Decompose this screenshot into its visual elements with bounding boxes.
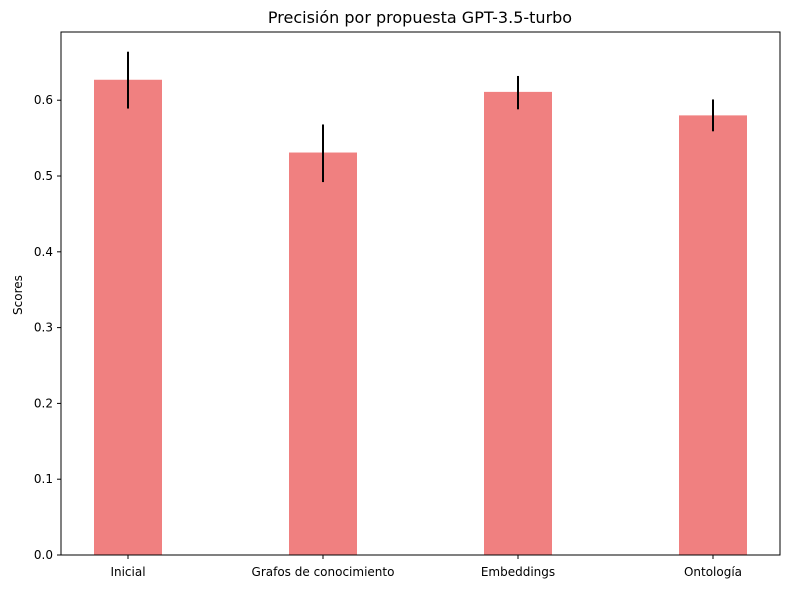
- y-axis-label: Scores: [11, 275, 25, 315]
- y-tick-label-3: 0.3: [34, 321, 53, 335]
- chart-title: Precisión por propuesta GPT-3.5-turbo: [268, 8, 572, 27]
- bar-1: [289, 152, 357, 555]
- bar-3: [679, 115, 747, 556]
- x-tick-label-1: Grafos de conocimiento: [252, 565, 395, 579]
- error-bars-layer: [127, 51, 714, 183]
- y-axis-ticks: 0.0 0.1 0.2 0.3 0.4 0.5 0.6: [34, 93, 61, 562]
- y-tick-label-4: 0.4: [34, 245, 53, 259]
- bars-layer: [94, 79, 747, 556]
- plot-frame: [60, 31, 781, 556]
- bar-0: [94, 79, 162, 556]
- bar-2: [484, 91, 552, 556]
- y-tick-label-0: 0.0: [34, 548, 53, 562]
- y-tick-label-5: 0.5: [34, 169, 53, 183]
- x-tick-label-3: Ontología: [684, 565, 742, 579]
- x-tick-label-0: Inicial: [110, 565, 145, 579]
- x-tick-label-2: Embeddings: [481, 565, 555, 579]
- y-tick-label-2: 0.2: [34, 396, 53, 410]
- x-axis-ticks: Inicial Grafos de conocimiento Embeddings O…: [110, 555, 742, 579]
- y-tick-label-1: 0.1: [34, 472, 53, 486]
- y-tick-label-6: 0.6: [34, 93, 53, 107]
